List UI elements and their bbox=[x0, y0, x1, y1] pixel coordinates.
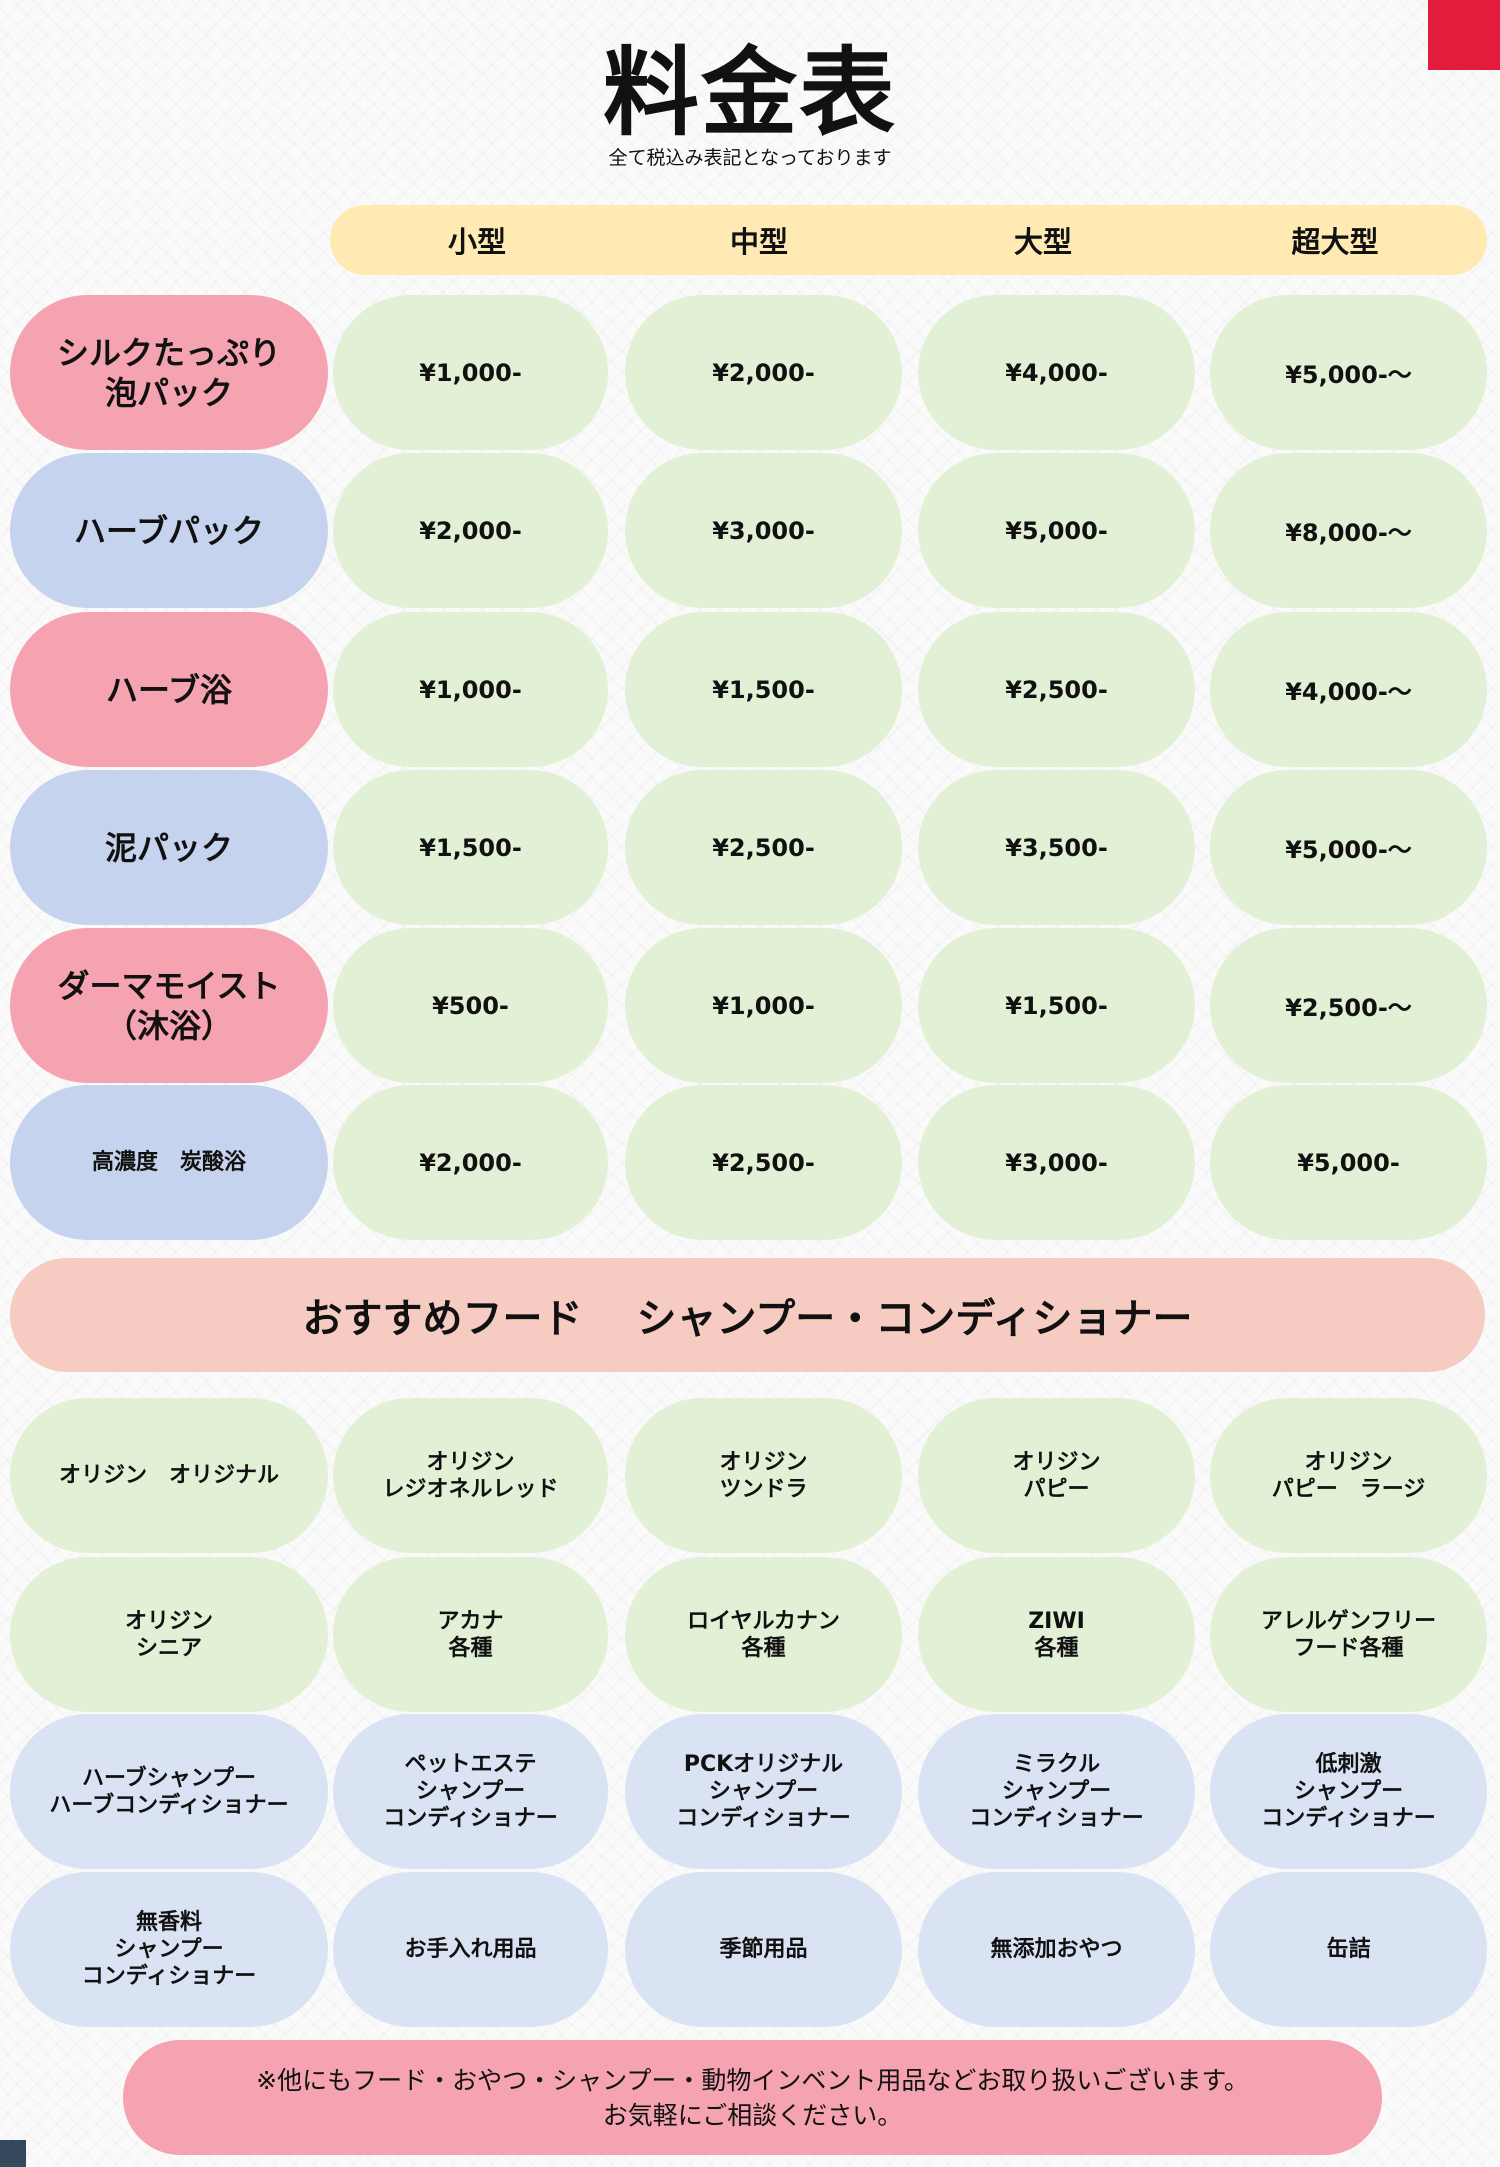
product-item: ハーブシャンプー ハーブコンディショナー bbox=[10, 1714, 328, 1869]
price-cell: ¥2,500- bbox=[625, 770, 902, 925]
price-cell: ¥3,000- bbox=[625, 453, 902, 608]
product-item: オリジン パピー ラージ bbox=[1210, 1398, 1487, 1553]
service-name: ハーブパック bbox=[10, 453, 328, 608]
product-item: アレルゲンフリー フード各種 bbox=[1210, 1557, 1487, 1712]
corner-accent bbox=[1428, 0, 1500, 70]
footer-note-line-1: ※他にもフード・おやつ・シャンプー・動物インベント用品などお取り扱いございます。 bbox=[256, 2065, 1249, 2095]
product-item: オリジン パピー bbox=[918, 1398, 1195, 1553]
product-item: 季節用品 bbox=[625, 1872, 902, 2027]
footer-note-line-2: お気軽にご相談ください。 bbox=[602, 2100, 903, 2130]
price-cell: ¥4,000- bbox=[918, 295, 1195, 450]
page-title: 料金表 bbox=[603, 37, 897, 149]
service-name: ダーマモイスト （沐浴） bbox=[10, 928, 328, 1083]
product-item: 無添加おやつ bbox=[918, 1872, 1195, 2027]
price-cell: ¥1,000- bbox=[333, 295, 608, 450]
service-name: シルクたっぷり 泡パック bbox=[10, 295, 328, 450]
price-cell: ¥3,000- bbox=[918, 1085, 1195, 1240]
product-item: オリジン シニア bbox=[10, 1557, 328, 1712]
footer-note: ※他にもフード・おやつ・シャンプー・動物インベント用品などお取り扱いございます。… bbox=[123, 2040, 1382, 2155]
price-cell: ¥5,000-〜 bbox=[1210, 770, 1487, 925]
product-item: アカナ 各種 bbox=[333, 1557, 608, 1712]
size-label-xlarge: 超大型 bbox=[1291, 225, 1379, 259]
service-name: 泥パック bbox=[10, 770, 328, 925]
price-cell: ¥1,500- bbox=[918, 928, 1195, 1083]
price-cell: ¥2,000- bbox=[333, 453, 608, 608]
product-item: 低刺激 シャンプー コンディショナー bbox=[1210, 1714, 1487, 1869]
recommend-banner: おすすめフード シャンプー・コンディショナー bbox=[10, 1258, 1485, 1372]
service-name: ハーブ浴 bbox=[10, 612, 328, 767]
price-cell: ¥2,500- bbox=[625, 1085, 902, 1240]
price-cell: ¥8,000-〜 bbox=[1210, 453, 1487, 608]
size-label-small: 小型 bbox=[447, 225, 506, 259]
product-item: お手入れ用品 bbox=[333, 1872, 608, 2027]
product-item: ロイヤルカナン 各種 bbox=[625, 1557, 902, 1712]
product-item: ミラクル シャンプー コンディショナー bbox=[918, 1714, 1195, 1869]
price-cell: ¥5,000-〜 bbox=[1210, 295, 1487, 450]
product-item: 無香料 シャンプー コンディショナー bbox=[10, 1872, 328, 2027]
price-cell: ¥500- bbox=[333, 928, 608, 1083]
price-cell: ¥3,500- bbox=[918, 770, 1195, 925]
product-item: オリジン オリジナル bbox=[10, 1398, 328, 1553]
product-item: オリジン ツンドラ bbox=[625, 1398, 902, 1553]
page-subtitle: 全て税込み表記となっております bbox=[608, 147, 892, 169]
price-cell: ¥5,000- bbox=[1210, 1085, 1487, 1240]
price-cell: ¥2,500-〜 bbox=[1210, 928, 1487, 1083]
product-item: オリジン レジオネルレッド bbox=[333, 1398, 608, 1553]
price-cell: ¥1,500- bbox=[333, 770, 608, 925]
price-cell: ¥1,000- bbox=[333, 612, 608, 767]
corner-marker bbox=[0, 2140, 26, 2167]
price-cell: ¥1,500- bbox=[625, 612, 902, 767]
size-label-large: 大型 bbox=[1013, 225, 1072, 259]
price-cell: ¥4,000-〜 bbox=[1210, 612, 1487, 767]
price-cell: ¥2,000- bbox=[333, 1085, 608, 1240]
price-cell: ¥5,000- bbox=[918, 453, 1195, 608]
product-item: 缶詰 bbox=[1210, 1872, 1487, 2027]
size-label-medium: 中型 bbox=[729, 225, 788, 259]
price-cell: ¥2,500- bbox=[918, 612, 1195, 767]
price-cell: ¥1,000- bbox=[625, 928, 902, 1083]
product-item: ZIWI 各種 bbox=[918, 1557, 1195, 1712]
service-name: 高濃度 炭酸浴 bbox=[10, 1085, 328, 1240]
size-header-bar bbox=[330, 205, 1487, 275]
price-cell: ¥2,000- bbox=[625, 295, 902, 450]
product-item: PCKオリジナル シャンプー コンディショナー bbox=[625, 1714, 902, 1869]
product-item: ペットエステ シャンプー コンディショナー bbox=[333, 1714, 608, 1869]
